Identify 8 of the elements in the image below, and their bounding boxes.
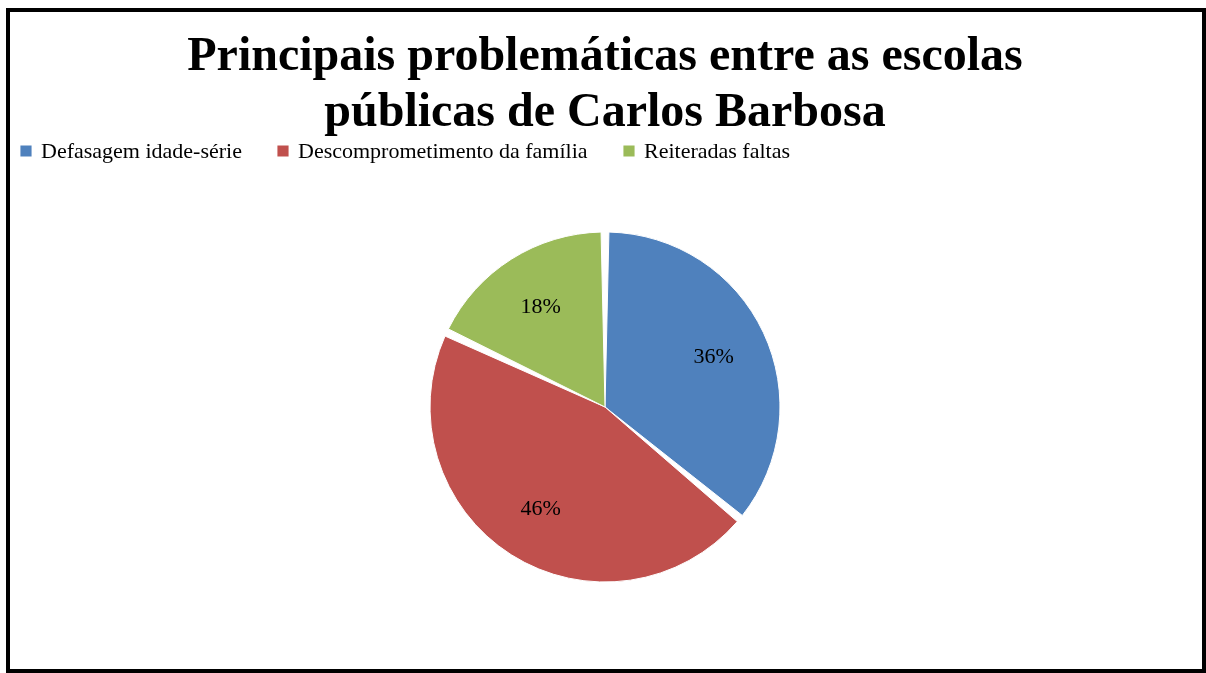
text: públicas de Carlos Barbosa [324, 83, 886, 136]
legend-label: Reiteradas faltas [644, 138, 790, 163]
legend-label: Descomprometimento da família [298, 138, 588, 163]
text: Principais problemáticas entre as escolas [187, 27, 1023, 80]
data-label: 18% [520, 292, 561, 318]
data-label: 36% [693, 342, 734, 368]
data-label: 46% [520, 495, 561, 521]
legend-label: Defasagem idade-série [41, 138, 242, 163]
